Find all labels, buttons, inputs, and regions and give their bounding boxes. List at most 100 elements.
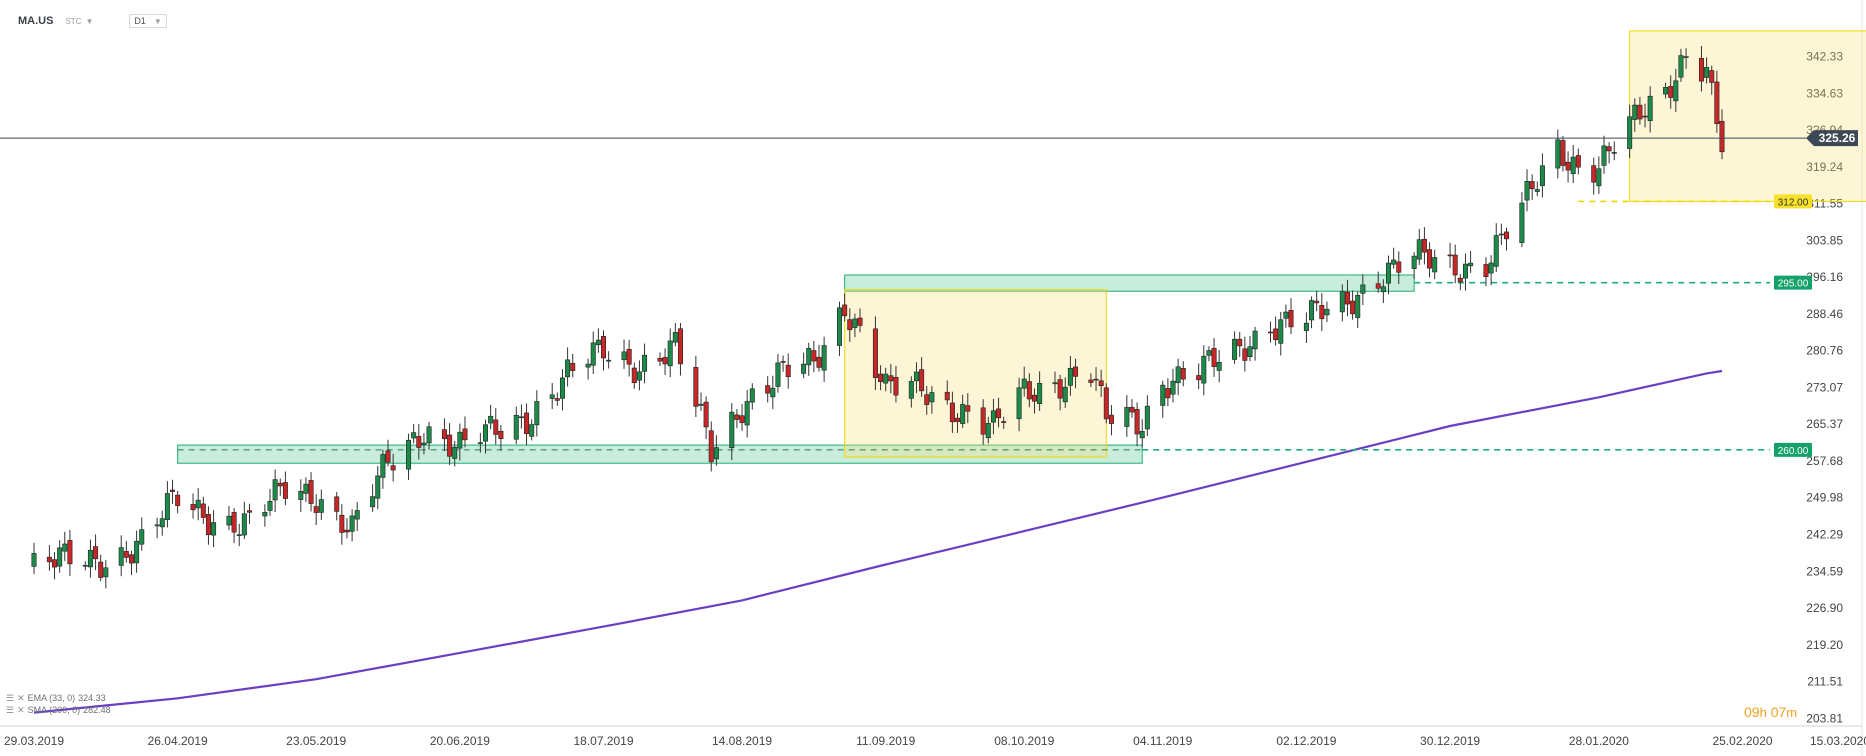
candle-body[interactable] xyxy=(852,318,858,328)
candle-body[interactable] xyxy=(1170,380,1176,395)
candle-body[interactable] xyxy=(1637,104,1643,120)
candle-body[interactable] xyxy=(1698,58,1704,82)
candle-body[interactable] xyxy=(1391,259,1397,265)
candle-body[interactable] xyxy=(693,367,699,407)
candle-body[interactable] xyxy=(1493,235,1499,267)
candle-body[interactable] xyxy=(103,567,109,578)
candle-body[interactable] xyxy=(1570,156,1576,175)
candle-body[interactable] xyxy=(1237,338,1243,347)
candle-body[interactable] xyxy=(893,376,899,396)
candle-body[interactable] xyxy=(272,479,278,501)
candle-body[interactable] xyxy=(1575,155,1581,168)
candle-body[interactable] xyxy=(1211,347,1217,367)
candle-body[interactable] xyxy=(1714,81,1720,124)
candle-body[interactable] xyxy=(1683,56,1689,58)
candle-body[interactable] xyxy=(277,482,283,487)
candle-body[interactable] xyxy=(513,414,519,440)
candle-body[interactable] xyxy=(1421,238,1427,253)
candle-body[interactable] xyxy=(1483,264,1489,277)
candle-body[interactable] xyxy=(1201,355,1207,384)
candle-body[interactable] xyxy=(559,377,565,399)
candle-body[interactable] xyxy=(262,512,268,517)
candle-body[interactable] xyxy=(806,347,812,366)
candle-body[interactable] xyxy=(1057,379,1063,399)
consolidation-zone[interactable] xyxy=(1629,30,1866,202)
candle-body[interactable] xyxy=(601,336,607,359)
candle-body[interactable] xyxy=(488,415,494,424)
candle-body[interactable] xyxy=(175,494,181,506)
candle-body[interactable] xyxy=(477,442,483,444)
candle-body[interactable] xyxy=(1678,55,1684,78)
candle-body[interactable] xyxy=(1427,249,1433,269)
candle-body[interactable] xyxy=(1139,431,1145,439)
candle-body[interactable] xyxy=(590,342,596,366)
candle-body[interactable] xyxy=(996,408,1002,419)
candle-body[interactable] xyxy=(1314,300,1320,304)
candle-body[interactable] xyxy=(1504,231,1510,240)
candle-body[interactable] xyxy=(1026,381,1032,400)
candle-body[interactable] xyxy=(82,564,88,567)
candle-body[interactable] xyxy=(1124,407,1130,427)
indicator-settings-icon[interactable]: ☰ xyxy=(6,705,15,715)
candle-body[interactable] xyxy=(888,375,894,382)
candle-body[interactable] xyxy=(1355,295,1361,318)
candle-body[interactable] xyxy=(749,388,755,403)
candle-body[interactable] xyxy=(1452,254,1458,276)
candle-body[interactable] xyxy=(1267,331,1273,334)
candle-body[interactable] xyxy=(482,424,488,442)
candle-body[interactable] xyxy=(344,529,350,533)
candle-body[interactable] xyxy=(965,405,971,412)
resistance-zone[interactable] xyxy=(844,274,1415,292)
candle-body[interactable] xyxy=(52,559,58,568)
candle-body[interactable] xyxy=(1386,262,1392,284)
candle-body[interactable] xyxy=(1432,257,1438,273)
candle-body[interactable] xyxy=(385,450,391,463)
candle-body[interactable] xyxy=(1591,165,1597,183)
candle-body[interactable] xyxy=(642,354,648,372)
candle-body[interactable] xyxy=(1247,346,1253,357)
candle-body[interactable] xyxy=(1555,139,1561,169)
candle-body[interactable] xyxy=(1134,409,1140,435)
chevron-down-icon[interactable]: ▼ xyxy=(85,16,94,26)
candle-body[interactable] xyxy=(565,359,571,378)
candle-body[interactable] xyxy=(1488,262,1494,274)
candle-body[interactable] xyxy=(318,499,324,513)
candle-body[interactable] xyxy=(498,430,504,439)
candle-body[interactable] xyxy=(1093,378,1099,381)
candle-body[interactable] xyxy=(1288,310,1294,328)
candle-body[interactable] xyxy=(847,319,853,331)
sma-200-line[interactable] xyxy=(33,369,1723,714)
candle-body[interactable] xyxy=(1283,311,1289,319)
candle-body[interactable] xyxy=(518,416,524,419)
candle-body[interactable] xyxy=(775,362,781,387)
candle-body[interactable] xyxy=(1529,181,1535,190)
candle-body[interactable] xyxy=(913,371,919,382)
candle-body[interactable] xyxy=(334,496,340,512)
candle-body[interactable] xyxy=(1062,386,1068,403)
candle-body[interactable] xyxy=(811,350,817,362)
candle-body[interactable] xyxy=(1016,387,1022,420)
candle-body[interactable] xyxy=(421,442,427,445)
candle-body[interactable] xyxy=(606,359,612,362)
candle-body[interactable] xyxy=(308,480,314,504)
candle-body[interactable] xyxy=(241,513,247,536)
candle-body[interactable] xyxy=(708,430,714,463)
candle-body[interactable] xyxy=(190,504,196,511)
candle-body[interactable] xyxy=(390,465,396,471)
candle-body[interactable] xyxy=(128,554,134,564)
candle-body[interactable] xyxy=(118,547,124,566)
candle-body[interactable] xyxy=(1339,291,1345,313)
candle-body[interactable] xyxy=(1601,145,1607,166)
candle-body[interactable] xyxy=(1196,375,1202,381)
candle-body[interactable] xyxy=(883,373,889,384)
close-icon[interactable]: ✕ xyxy=(17,705,25,715)
candle-body[interactable] xyxy=(1719,120,1725,153)
candle-body[interactable] xyxy=(878,373,884,383)
candle-body[interactable] xyxy=(1632,104,1638,120)
candle-body[interactable] xyxy=(1539,165,1545,186)
candle-body[interactable] xyxy=(1278,319,1284,344)
candle-body[interactable] xyxy=(919,369,925,392)
candle-body[interactable] xyxy=(1180,367,1186,380)
candle-body[interactable] xyxy=(1232,338,1238,360)
candle-body[interactable] xyxy=(1037,383,1043,405)
